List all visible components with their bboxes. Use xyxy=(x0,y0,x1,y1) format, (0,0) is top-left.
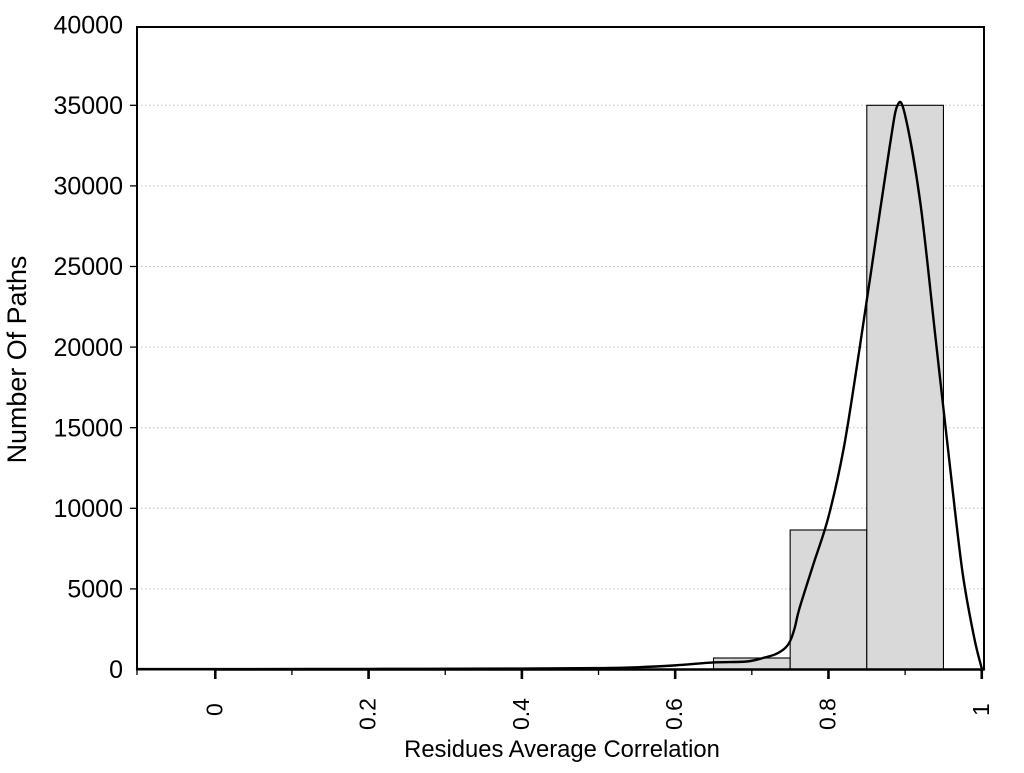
svg-text:25000: 25000 xyxy=(53,253,123,281)
svg-text:10000: 10000 xyxy=(53,495,123,523)
svg-text:Residues Average Correlation: Residues Average Correlation xyxy=(404,736,720,763)
svg-text:0: 0 xyxy=(201,703,227,716)
svg-text:0.8: 0.8 xyxy=(815,698,841,730)
svg-text:0.2: 0.2 xyxy=(355,698,381,730)
svg-text:30000: 30000 xyxy=(53,173,123,201)
svg-text:0.6: 0.6 xyxy=(661,698,687,730)
svg-text:35000: 35000 xyxy=(53,92,123,120)
svg-text:5000: 5000 xyxy=(67,576,123,604)
svg-text:40000: 40000 xyxy=(53,11,123,39)
svg-text:0.4: 0.4 xyxy=(508,698,534,730)
svg-text:1: 1 xyxy=(968,703,994,716)
svg-text:20000: 20000 xyxy=(53,334,123,362)
svg-text:Number Of Paths: Number Of Paths xyxy=(2,256,32,464)
svg-text:0: 0 xyxy=(109,656,123,684)
svg-text:15000: 15000 xyxy=(53,414,123,442)
